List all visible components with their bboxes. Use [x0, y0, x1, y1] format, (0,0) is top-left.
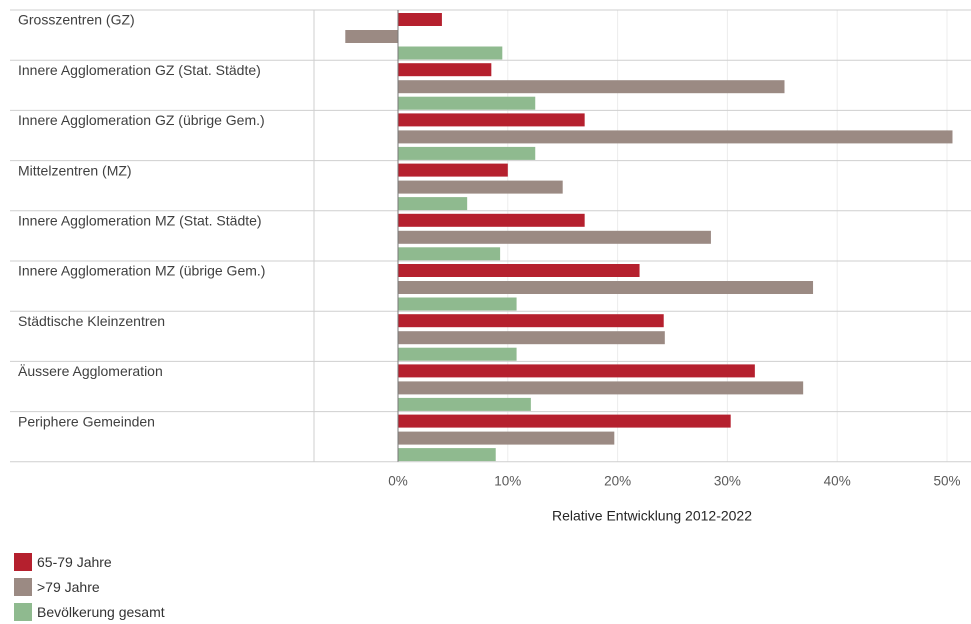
legend-item: Bevölkerung gesamt	[14, 599, 165, 624]
bar	[398, 46, 503, 60]
category-label: Städtische Kleinzentren	[18, 313, 165, 329]
x-tick-label: 50%	[933, 474, 960, 489]
bar	[398, 431, 615, 445]
bar	[398, 146, 536, 160]
bar	[398, 314, 664, 328]
legend-swatch	[14, 602, 32, 621]
bar	[398, 96, 536, 110]
legend-swatch	[14, 577, 32, 596]
legend: 65-79 Jahre >79 Jahre Bevölkerung gesamt	[14, 549, 165, 624]
bar	[398, 213, 585, 227]
bar	[398, 364, 755, 378]
bar	[398, 13, 442, 26]
bar	[398, 347, 517, 361]
bar	[398, 414, 731, 428]
bar	[398, 247, 501, 261]
x-tick-label: 30%	[714, 474, 741, 489]
bar	[398, 197, 468, 211]
bar	[398, 63, 492, 77]
category-label: Innere Agglomeration MZ (Stat. Städte)	[18, 213, 262, 229]
bar	[398, 381, 804, 395]
bar	[398, 130, 953, 144]
bar	[398, 264, 640, 277]
bar	[398, 163, 508, 177]
x-tick-label: 40%	[824, 474, 851, 489]
legend-swatch	[14, 552, 32, 571]
legend-label: Bevölkerung gesamt	[37, 603, 165, 620]
x-tick-label: 20%	[604, 474, 631, 489]
category-label: Äussere Agglomeration	[18, 363, 163, 379]
bar	[398, 297, 517, 311]
bar	[398, 281, 814, 294]
bar	[398, 230, 711, 244]
legend-label: 65-79 Jahre	[37, 553, 112, 570]
category-label: Mittelzentren (MZ)	[18, 162, 132, 178]
bar	[398, 331, 665, 345]
category-label: Innere Agglomeration MZ (übrige Gem.)	[18, 263, 265, 279]
category-label: Periphere Gemeinden	[18, 413, 155, 429]
bar	[398, 397, 531, 411]
legend-item: 65-79 Jahre	[14, 549, 165, 574]
category-label: Innere Agglomeration GZ (übrige Gem.)	[18, 112, 265, 128]
x-tick-label: 0%	[388, 474, 408, 489]
bar	[398, 448, 496, 462]
bar	[398, 80, 785, 94]
bar	[398, 113, 585, 127]
legend-item: >79 Jahre	[14, 574, 165, 599]
category-label: Innere Agglomeration GZ (Stat. Städte)	[18, 62, 261, 78]
x-axis-title: Relative Entwicklung 2012-2022	[552, 508, 752, 524]
bar	[345, 30, 398, 43]
bar	[398, 180, 563, 194]
x-tick-label: 10%	[494, 474, 521, 489]
legend-label: >79 Jahre	[37, 578, 100, 595]
category-label: Grosszentren (GZ)	[18, 12, 135, 28]
